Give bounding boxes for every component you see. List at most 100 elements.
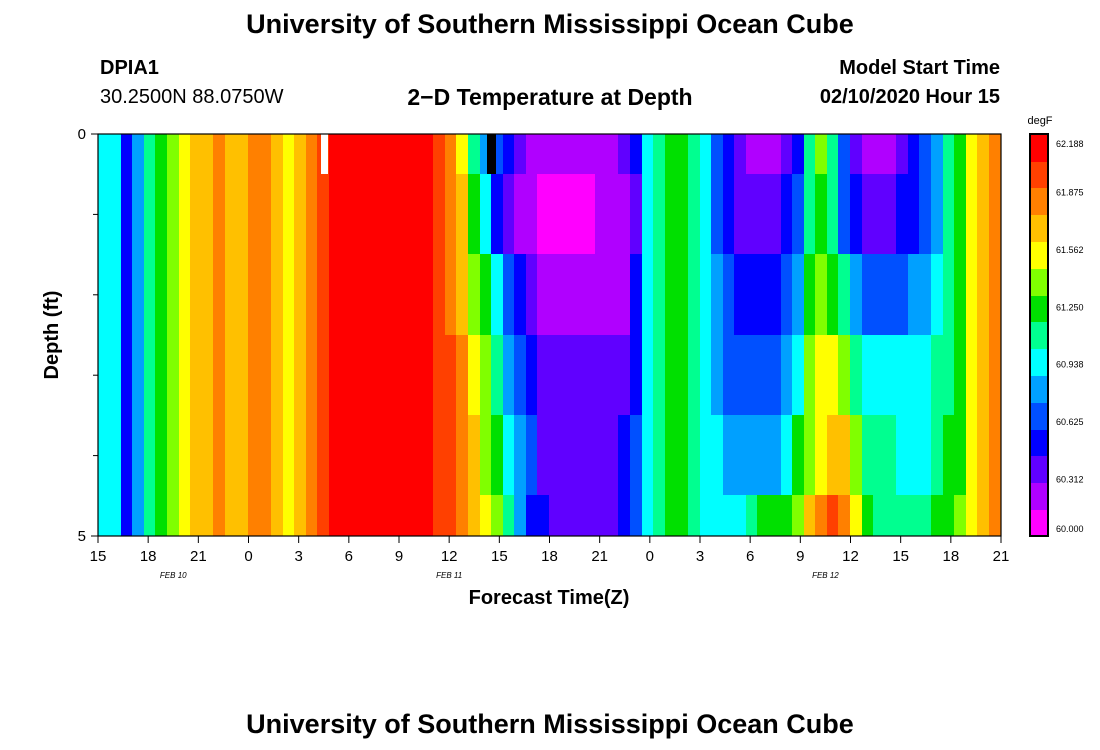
heatmap-cell xyxy=(526,495,538,536)
heatmap-cell xyxy=(190,254,203,335)
heatmap-cell xyxy=(792,335,805,416)
heatmap-cell xyxy=(121,415,133,496)
heatmap-cell xyxy=(561,254,573,335)
heatmap-cell xyxy=(202,495,214,536)
heatmap-cell xyxy=(225,174,237,255)
heatmap-cell xyxy=(306,415,318,496)
heatmap-cell xyxy=(202,134,214,175)
heatmap-cell xyxy=(966,335,978,416)
heatmap-cell xyxy=(225,134,237,175)
heatmap-cell xyxy=(700,134,712,175)
heatmap-cell xyxy=(572,134,585,175)
heatmap-cell xyxy=(618,335,631,416)
heatmap-cell xyxy=(294,174,307,255)
heatmap-cell xyxy=(480,335,492,416)
heatmap-cell xyxy=(225,415,237,496)
colorbar-frame xyxy=(1029,133,1049,537)
heatmap-cell xyxy=(723,415,735,496)
heatmap-cell xyxy=(248,254,261,335)
heatmap-cell xyxy=(132,415,145,496)
heatmap-cell xyxy=(919,415,932,496)
heatmap-cell xyxy=(167,174,180,255)
heatmap-cell xyxy=(919,134,932,175)
heatmap-cell xyxy=(132,335,145,416)
heatmap-cell xyxy=(989,254,1001,335)
colorbar-swatch xyxy=(1030,402,1048,430)
heatmap-cell xyxy=(781,415,793,496)
x-tick-label: 6 xyxy=(746,548,754,565)
colorbar-tick-label: 60.312 xyxy=(1056,475,1084,485)
heatmap-cell xyxy=(943,134,955,175)
heatmap-cell xyxy=(838,495,851,536)
heatmap-cell xyxy=(491,335,504,416)
heatmap-cell xyxy=(769,134,782,175)
x-tick-label: 15 xyxy=(491,548,508,565)
heatmap-cell xyxy=(317,335,330,416)
heatmap-cell xyxy=(121,254,133,335)
heatmap-cell xyxy=(329,415,342,496)
heatmap-cell xyxy=(757,254,770,335)
heatmap-cell xyxy=(109,415,122,496)
heatmap-cell xyxy=(896,335,909,416)
heatmap-cell xyxy=(561,415,573,496)
heatmap-cell xyxy=(317,495,330,536)
heatmap-cell xyxy=(422,415,434,496)
heatmap-cell xyxy=(688,335,700,416)
heatmap-cell xyxy=(399,415,411,496)
heatmap-cell xyxy=(931,495,944,536)
heatmap-cell xyxy=(480,415,492,496)
heatmap-cell xyxy=(873,134,886,175)
heatmap-cell xyxy=(885,415,897,496)
heatmap-cell xyxy=(121,495,133,536)
heatmap-cell xyxy=(966,254,978,335)
heatmap-cell xyxy=(144,134,156,175)
heatmap-cell xyxy=(225,254,237,335)
heatmap-cell xyxy=(121,335,133,416)
colorbar-swatch xyxy=(1030,375,1048,403)
heatmap-cell xyxy=(317,174,330,255)
heatmap-cell xyxy=(943,174,955,255)
heatmap-cell xyxy=(549,134,562,175)
heatmap-cell xyxy=(688,495,700,536)
heatmap-cell xyxy=(98,254,110,335)
heatmap-cell xyxy=(410,415,423,496)
heatmap-cell xyxy=(445,415,457,496)
heatmap-cell xyxy=(190,415,203,496)
heatmap-cell xyxy=(966,174,978,255)
heatmap-cell xyxy=(445,254,457,335)
heatmap-cell xyxy=(202,174,214,255)
heatmap-cell xyxy=(989,415,1001,496)
heatmap-cell xyxy=(954,415,967,496)
heatmap-cell xyxy=(236,174,249,255)
heatmap-cell xyxy=(260,254,272,335)
heatmap-cell xyxy=(225,495,237,536)
heatmap-cell xyxy=(375,335,388,416)
heatmap-cell xyxy=(549,495,562,536)
heatmap-cell xyxy=(317,415,330,496)
heatmap-cell xyxy=(757,134,770,175)
heatmap-cell xyxy=(676,174,689,255)
heatmap-cell xyxy=(815,335,828,416)
heatmap-cell xyxy=(862,495,874,536)
heatmap-cell xyxy=(850,415,863,496)
heatmap-cell xyxy=(329,254,342,335)
heatmap-cell xyxy=(630,134,643,175)
heatmap-cell xyxy=(676,254,689,335)
heatmap-cell xyxy=(896,254,909,335)
colorbar-tick-label: 60.000 xyxy=(1056,524,1084,534)
heatmap-cell xyxy=(121,174,133,255)
heatmap-cell xyxy=(179,254,191,335)
heatmap-cell xyxy=(514,174,527,255)
heatmap-cell xyxy=(503,495,515,536)
heatmap-cell xyxy=(885,174,897,255)
heatmap-cell xyxy=(549,335,562,416)
heatmap-cell xyxy=(503,335,515,416)
heatmap-cell xyxy=(572,495,585,536)
colorbar-swatch xyxy=(1030,482,1048,510)
heatmap-cell xyxy=(468,415,481,496)
y-axis-label: Depth (ft) xyxy=(41,291,63,380)
heatmap-cell xyxy=(815,174,828,255)
heatmap-cell xyxy=(607,174,619,255)
heatmap-cell xyxy=(665,335,677,416)
